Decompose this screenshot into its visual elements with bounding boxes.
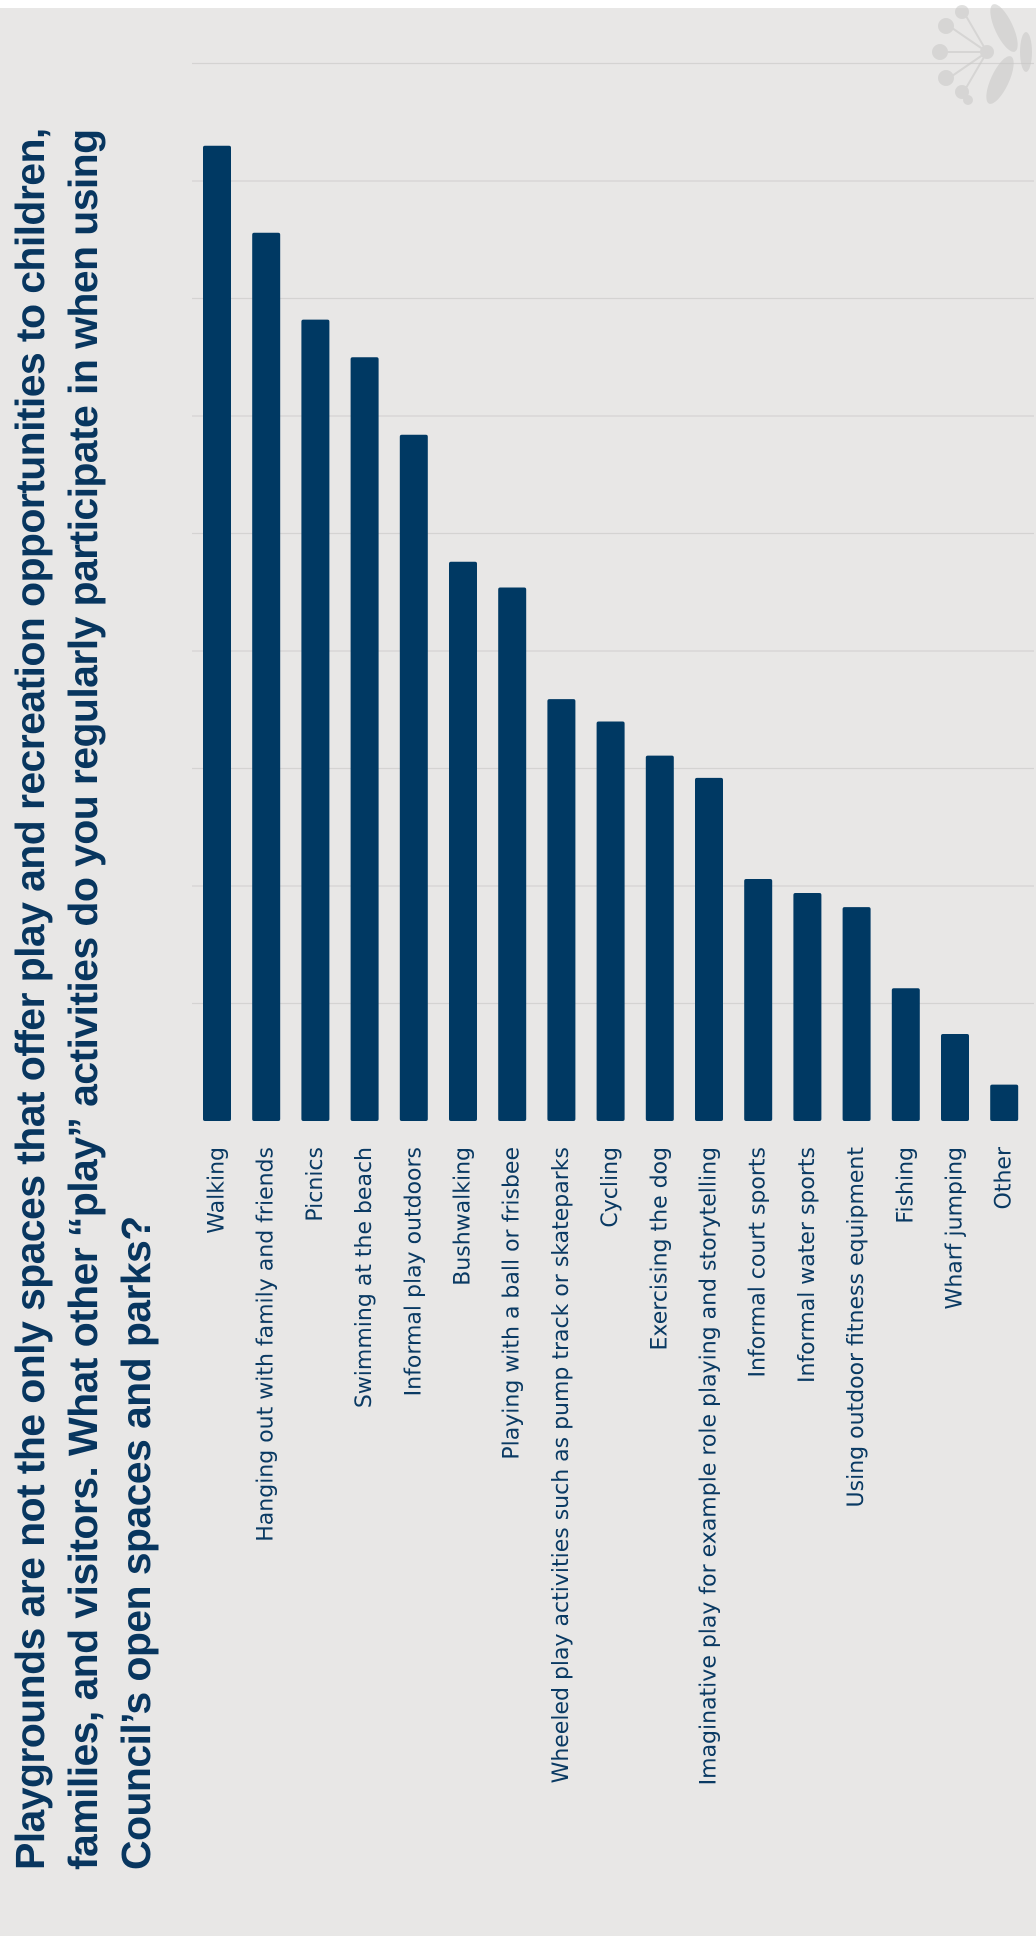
bar	[399, 434, 428, 1121]
bar	[645, 755, 674, 1121]
category-label: Informal water sports	[795, 1147, 820, 1383]
bar	[744, 878, 773, 1121]
bar	[990, 1084, 1019, 1121]
category-label: Hanging out with family and friends	[254, 1147, 279, 1542]
category-label: Wharf jumping	[943, 1147, 968, 1309]
bars	[203, 145, 1019, 1121]
category-labels: Walking Hanging out with family and frien…	[205, 1146, 1017, 1785]
category-label: Swimming at the beach	[352, 1147, 377, 1408]
category-label: Exercising the dog	[647, 1147, 672, 1351]
category-label: Informal play outdoors	[401, 1147, 426, 1396]
category-label: Informal court sports	[746, 1147, 771, 1378]
bar	[793, 893, 822, 1121]
bar	[596, 721, 625, 1121]
dandelion-icon	[932, 4, 1032, 105]
bar	[203, 145, 231, 1121]
category-label: Bushwalking	[451, 1147, 476, 1286]
bar	[449, 561, 477, 1121]
bar	[252, 232, 281, 1121]
bar	[547, 699, 576, 1121]
bar	[842, 907, 871, 1121]
category-label: Imaginative play for example role playin…	[697, 1147, 722, 1785]
category-label: Fishing	[893, 1147, 918, 1224]
category-label: Playing with a ball or frisbee	[500, 1147, 525, 1460]
category-label: Other	[992, 1146, 1017, 1209]
category-label: Picnics	[303, 1147, 328, 1222]
bar	[941, 1034, 969, 1121]
category-label: Walking	[205, 1147, 230, 1234]
bar	[891, 988, 920, 1121]
bar	[301, 319, 330, 1121]
bar	[350, 357, 379, 1121]
bar	[695, 777, 723, 1121]
category-label: Wheeled play activities such as pump tra…	[549, 1147, 574, 1783]
category-label: Using outdoor fitness equipment	[844, 1147, 869, 1508]
category-label: Cycling	[598, 1147, 623, 1228]
bar	[498, 587, 527, 1121]
